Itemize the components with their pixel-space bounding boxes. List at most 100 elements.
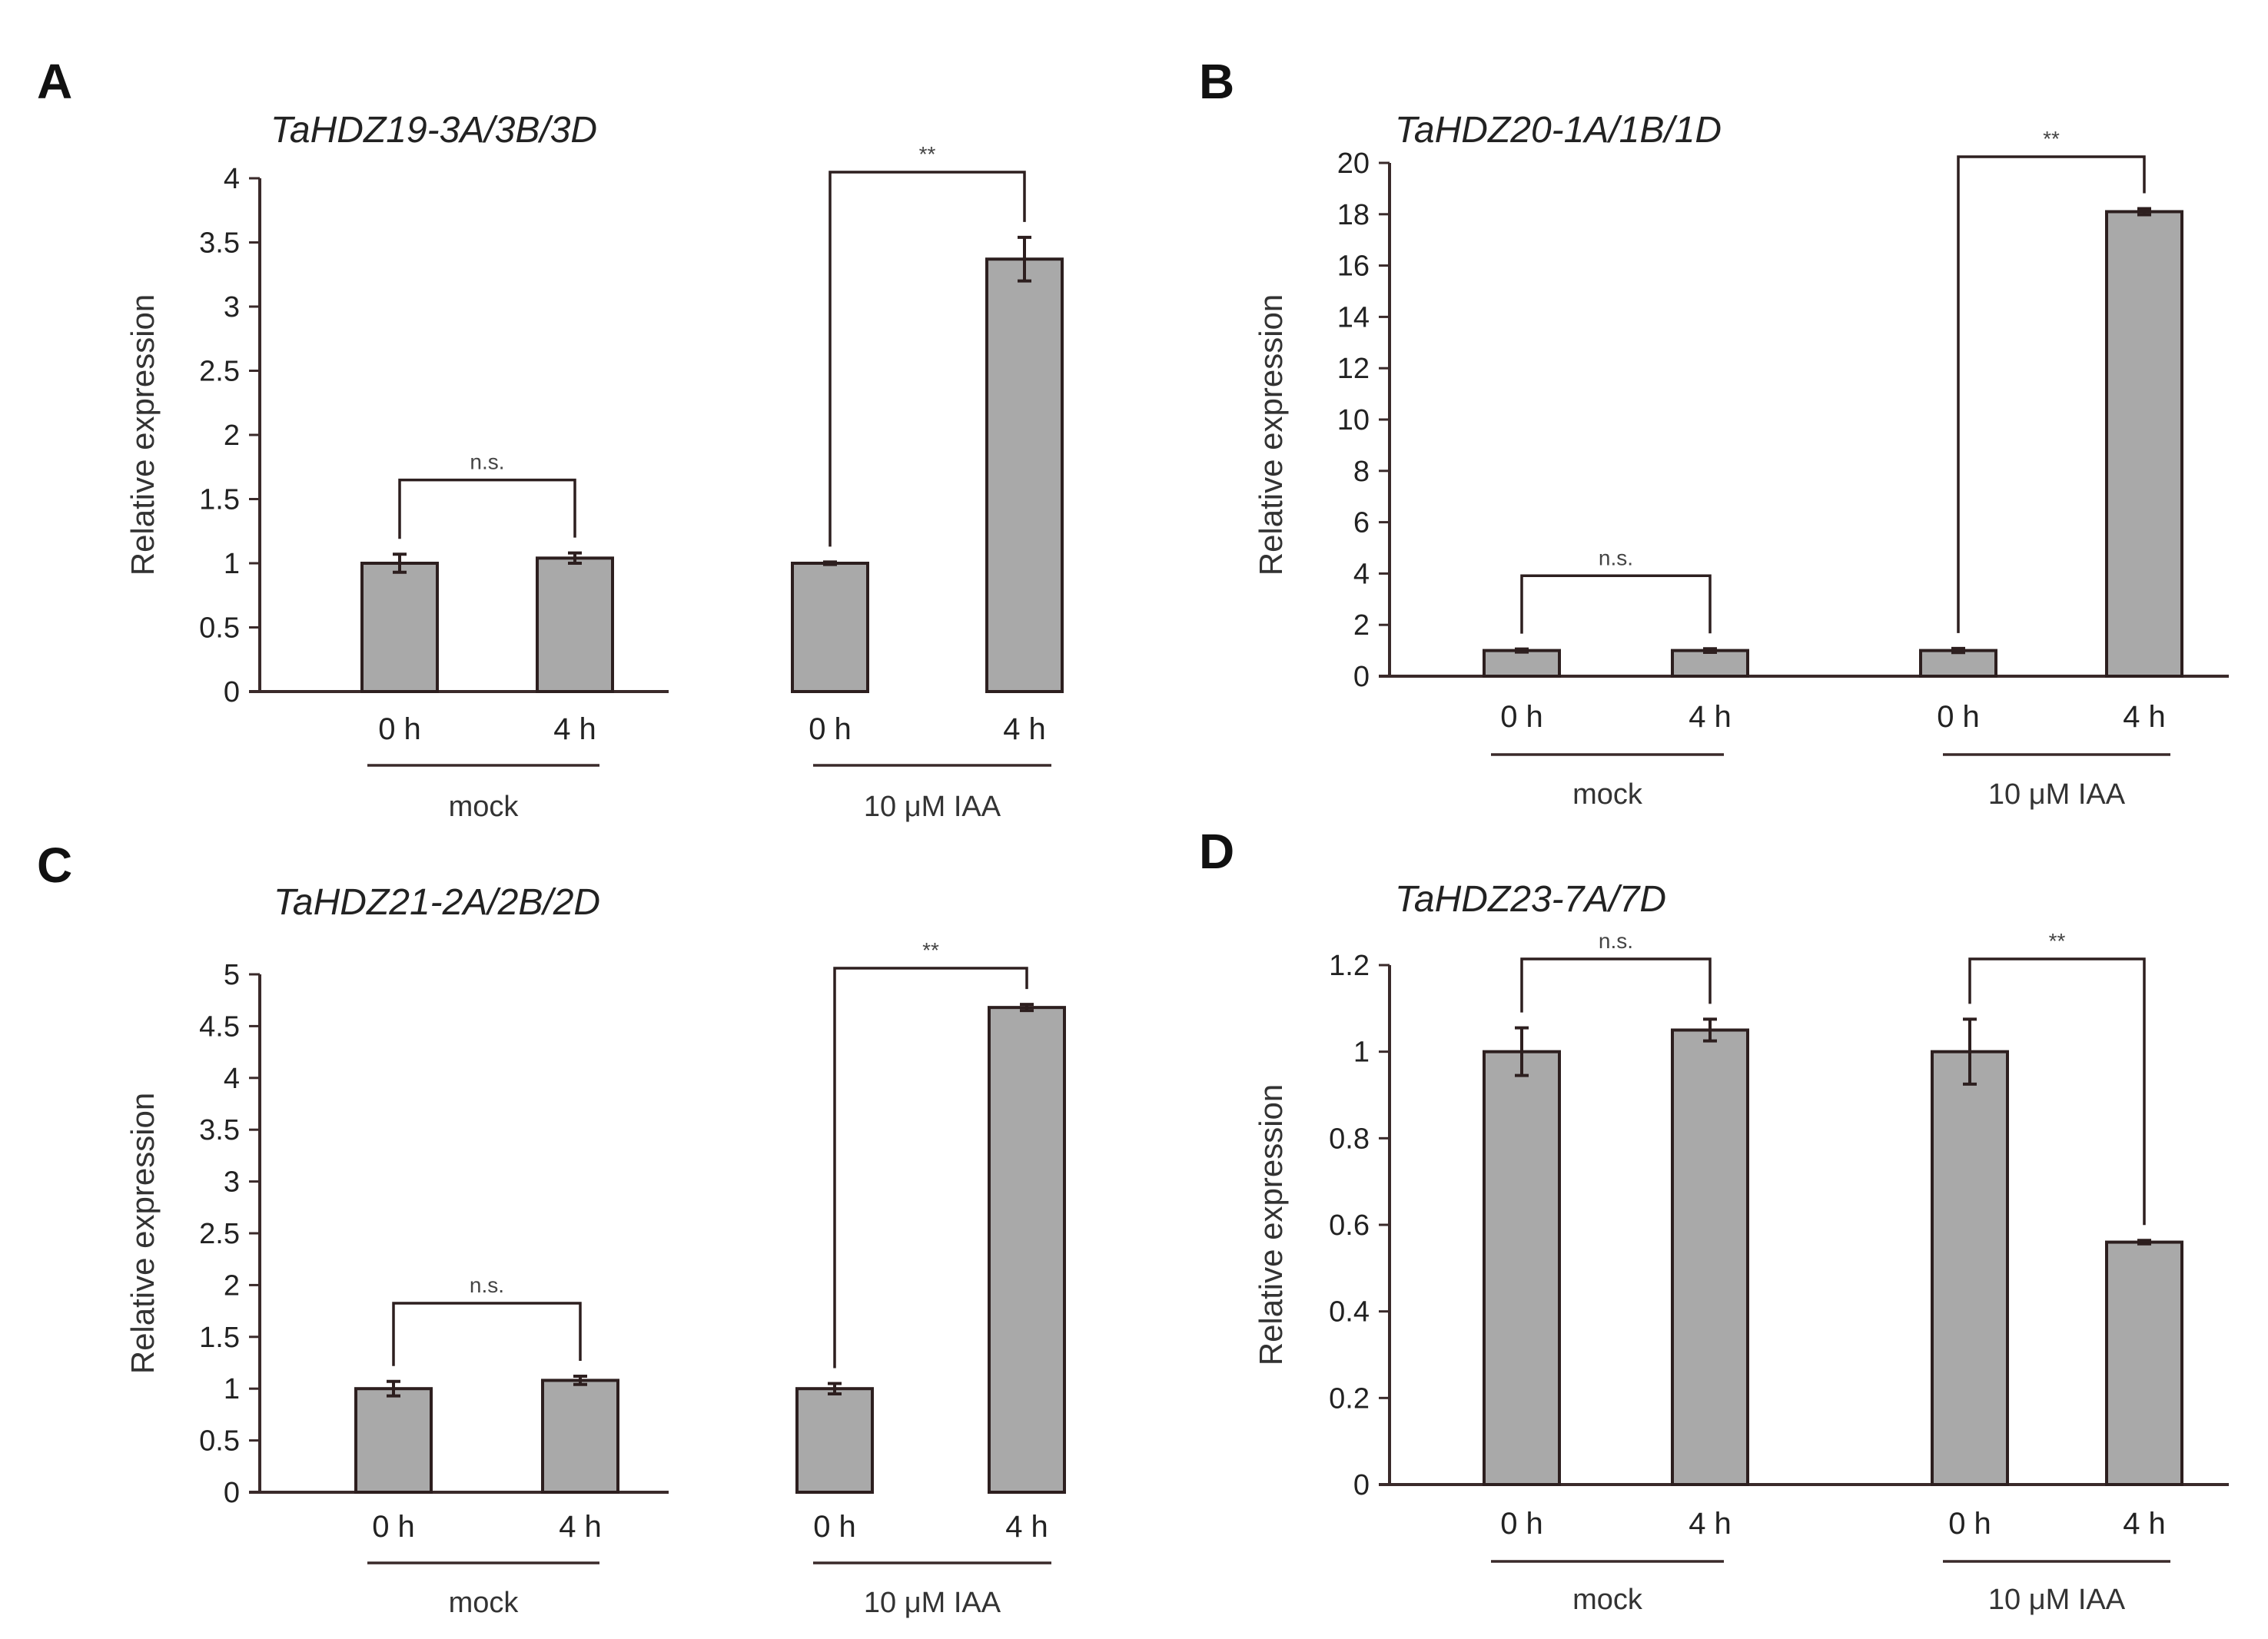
y-tick-label: 2 <box>224 1269 240 1302</box>
y-tick-label: 1 <box>224 548 240 580</box>
significance-label: ** <box>2049 929 2066 953</box>
bar <box>536 556 614 693</box>
significance-label: n.s. <box>470 1273 504 1297</box>
significance-bracket <box>1520 574 1712 634</box>
x-tick-label: 4 h <box>2123 1507 2166 1541</box>
bar <box>1483 649 1561 678</box>
panel-letter: A <box>37 54 72 109</box>
panel-a: A TaHDZ19-3A/3B/3D Relative expression 0 0.5… <box>37 54 1064 823</box>
x-tick-label: 0 h <box>813 1510 856 1544</box>
y-tick-label: 0 <box>1353 1469 1370 1501</box>
bar <box>1483 1050 1561 1486</box>
bar <box>1671 1028 1749 1486</box>
y-tick-label: 3.5 <box>199 227 240 260</box>
chart-title: TaHDZ20-1A/1B/1D <box>1395 110 1722 151</box>
y-tick-label: 0 <box>1353 661 1370 693</box>
y-tick-label: 0.5 <box>199 612 240 645</box>
y-tick-label: 6 <box>1353 507 1370 539</box>
y-tick-label: 4 <box>224 1063 240 1095</box>
x-tick-label: 4 h <box>1689 700 1732 734</box>
y-tick-label: 3.5 <box>199 1114 240 1146</box>
significance-bracket <box>1968 957 2146 1226</box>
y-tick-label: 18 <box>1337 199 1370 231</box>
y-axis-label: Relative expression <box>125 294 161 576</box>
y-tick-label: 0 <box>224 676 240 708</box>
y-axis-label: Relative expression <box>125 1093 161 1375</box>
y-tick-label: 1 <box>224 1373 240 1405</box>
x-tick-label: 4 h <box>553 712 596 746</box>
y-tick-label: 4.5 <box>199 1010 240 1043</box>
significance-bracket <box>833 967 1028 1369</box>
group-label: 10 μM IAA <box>1988 778 2126 811</box>
y-tick-label: 3 <box>224 1166 240 1199</box>
y-tick-label: 2.5 <box>199 1218 240 1250</box>
x-tick-label: 0 h <box>378 712 421 746</box>
significance-label: ** <box>922 938 939 962</box>
y-tick-label: 1.2 <box>1329 950 1370 982</box>
y-tick-label: 1 <box>1353 1037 1370 1069</box>
bar <box>2105 1240 2183 1486</box>
bar <box>360 562 439 693</box>
x-tick-label: 0 h <box>1500 700 1543 734</box>
x-tick-label: 4 h <box>2123 700 2166 734</box>
significance-bracket <box>392 1302 582 1366</box>
y-tick-label: 8 <box>1353 456 1370 488</box>
significance-label: ** <box>2043 127 2060 151</box>
y-tick-label: 0.6 <box>1329 1209 1370 1242</box>
y-tick-label: 1.5 <box>199 1322 240 1354</box>
group-label: 10 μM IAA <box>864 1587 1001 1619</box>
bar <box>541 1379 619 1495</box>
y-tick-label: 12 <box>1337 353 1370 385</box>
panel-letter: C <box>37 838 72 893</box>
significance-bracket <box>1957 155 2146 633</box>
y-tick-label: 0.5 <box>199 1425 240 1458</box>
bar <box>1919 649 1997 678</box>
y-tick-label: 0.4 <box>1329 1296 1370 1329</box>
group-label: mock <box>449 1587 520 1619</box>
bar <box>354 1387 433 1494</box>
y-tick-label: 3 <box>224 291 240 323</box>
significance-label: n.s. <box>470 450 504 474</box>
y-axis-label: Relative expression <box>1253 1084 1289 1366</box>
bar <box>795 1387 874 1494</box>
y-tick-label: 0.2 <box>1329 1382 1370 1415</box>
group-label: mock <box>1572 778 1643 811</box>
significance-bracket <box>398 478 576 539</box>
bar <box>791 562 869 693</box>
chart-title: TaHDZ21-2A/2B/2D <box>274 882 600 923</box>
bar <box>1931 1050 2009 1486</box>
group-label: 10 μM IAA <box>1988 1584 2126 1616</box>
x-tick-label: 0 h <box>809 712 852 746</box>
bar <box>2105 210 2183 678</box>
significance-bracket <box>1520 957 1712 1013</box>
group-label: mock <box>449 791 520 823</box>
x-tick-label: 0 h <box>1937 700 1980 734</box>
bar <box>988 1006 1066 1494</box>
x-tick-label: 4 h <box>1689 1507 1732 1541</box>
group-label: mock <box>1572 1584 1643 1616</box>
y-tick-label: 4 <box>224 163 240 195</box>
panel-letter: B <box>1199 54 1234 109</box>
significance-label: n.s. <box>1599 546 1633 569</box>
group-label: 10 μM IAA <box>864 791 1001 823</box>
panel-d: D TaHDZ23-7A/7D Relative expression 0 0.2 0.4… <box>1199 824 2229 1616</box>
y-tick-label: 20 <box>1337 148 1370 180</box>
x-tick-label: 0 h <box>372 1510 415 1544</box>
y-tick-label: 2 <box>224 420 240 452</box>
y-tick-label: 16 <box>1337 250 1370 283</box>
chart-title: TaHDZ19-3A/3B/3D <box>271 110 597 151</box>
panel-c: C TaHDZ21-2A/2B/2D Relative expression 0 0.5… <box>37 838 1066 1619</box>
panel-letter: D <box>1199 824 1234 879</box>
significance-label: ** <box>919 142 936 166</box>
y-axis-label: Relative expression <box>1253 294 1289 576</box>
y-tick-label: 0 <box>224 1477 240 1509</box>
x-tick-label: 4 h <box>1005 1510 1048 1544</box>
y-tick-label: 0.8 <box>1329 1123 1370 1155</box>
y-tick-label: 5 <box>224 959 240 991</box>
x-tick-label: 0 h <box>1948 1507 1991 1541</box>
significance-bracket <box>829 171 1026 547</box>
chart-title: TaHDZ23-7A/7D <box>1395 879 1666 920</box>
x-tick-label: 0 h <box>1500 1507 1543 1541</box>
y-tick-label: 10 <box>1337 404 1370 436</box>
